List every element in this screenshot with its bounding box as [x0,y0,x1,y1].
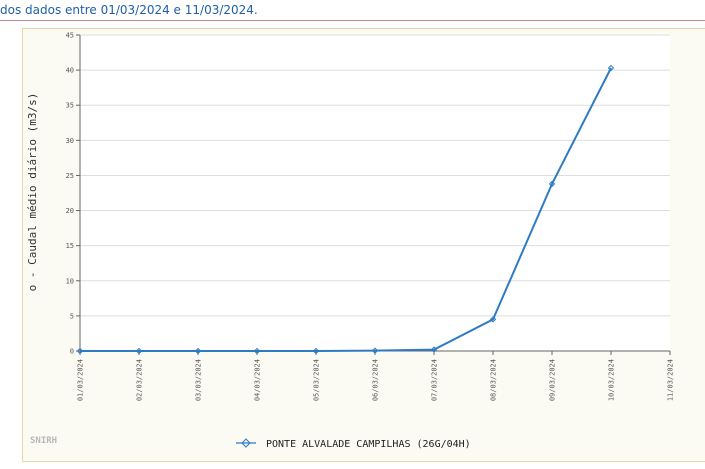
series-line [80,67,612,352]
y-tick-label: 5 [70,312,74,320]
plot-area [80,35,670,351]
y-tick-label: 40 [66,67,74,75]
x-tick-label: 08/03/2024 [490,359,498,401]
legend-series-label: PONTE ALVALADE CAMPILHAS (26G/04H) [266,439,471,450]
x-tick-label: 02/03/2024 [136,359,144,401]
data-point [548,180,556,188]
legend-diamond-icon [241,438,251,448]
grid-layer [80,34,670,351]
x-tick-label: 07/03/2024 [431,359,439,401]
x-tick-label: 10/03/2024 [608,359,616,401]
data-point [253,347,261,355]
x-tick-label: 09/03/2024 [549,359,557,401]
y-tick-label: 25 [66,172,74,180]
y-tick-label: 20 [66,207,74,215]
y-tick-label: 15 [66,242,74,250]
y-tick-label: 35 [66,102,74,110]
x-tick-label: 11/03/2024 [667,359,675,401]
x-tick-label: 03/03/2024 [195,359,203,401]
y-tick-label: 45 [66,32,74,40]
y-tick-label: 10 [66,277,74,285]
x-tick-label: 06/03/2024 [372,359,380,401]
data-point [430,346,438,353]
data-point [489,316,497,323]
snirh-watermark: SNIRH [30,436,57,446]
y-tick-label: 0 [70,348,74,356]
legend: PONTE ALVALADE CAMPILHAS (26G/04H) [236,438,471,450]
data-point [135,347,143,355]
y-axis-label: o - Caudal médio diário (m3/s) [26,93,39,292]
period-description: dos dados entre 01/03/2024 e 11/03/2024. [0,3,258,17]
data-point [607,64,615,72]
x-tick-label: 01/03/2024 [77,359,85,401]
series-layer [76,64,615,355]
header-divider [0,20,705,21]
y-tick-label: 30 [66,137,74,145]
x-tick-label: 05/03/2024 [313,359,321,401]
data-point [312,347,320,355]
data-point [371,347,379,354]
x-tick-label: 04/03/2024 [254,359,262,401]
data-point [194,347,202,355]
data-point [76,347,84,355]
